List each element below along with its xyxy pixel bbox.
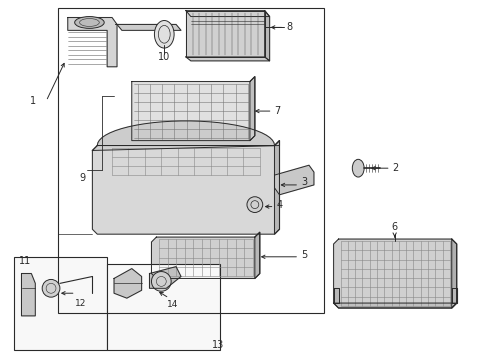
Polygon shape bbox=[452, 239, 457, 308]
Text: 3: 3 bbox=[301, 177, 307, 187]
Polygon shape bbox=[334, 239, 457, 308]
Ellipse shape bbox=[42, 279, 60, 297]
Ellipse shape bbox=[352, 159, 364, 177]
Text: 12: 12 bbox=[75, 298, 86, 307]
Bar bbox=[58, 8, 324, 313]
Polygon shape bbox=[151, 232, 260, 278]
Polygon shape bbox=[186, 11, 270, 17]
Ellipse shape bbox=[154, 21, 174, 48]
Polygon shape bbox=[93, 141, 279, 150]
Text: 13: 13 bbox=[212, 341, 224, 350]
Polygon shape bbox=[452, 288, 457, 303]
Polygon shape bbox=[274, 141, 279, 234]
Bar bbox=[14, 257, 107, 350]
Polygon shape bbox=[250, 77, 255, 141]
Text: 2: 2 bbox=[392, 163, 399, 173]
Text: 1: 1 bbox=[30, 96, 36, 106]
Polygon shape bbox=[334, 303, 457, 308]
Polygon shape bbox=[265, 11, 270, 61]
Polygon shape bbox=[255, 232, 260, 278]
Polygon shape bbox=[186, 57, 270, 61]
Text: 9: 9 bbox=[79, 173, 86, 183]
Polygon shape bbox=[116, 24, 181, 30]
Polygon shape bbox=[93, 141, 279, 234]
Text: 6: 6 bbox=[392, 222, 398, 232]
Text: 4: 4 bbox=[276, 199, 283, 210]
Text: 5: 5 bbox=[301, 250, 307, 260]
Text: 11: 11 bbox=[19, 256, 31, 266]
Polygon shape bbox=[114, 269, 142, 298]
Text: 14: 14 bbox=[168, 300, 179, 309]
Polygon shape bbox=[186, 11, 265, 57]
Polygon shape bbox=[68, 18, 117, 67]
Ellipse shape bbox=[151, 271, 171, 291]
Text: 8: 8 bbox=[286, 22, 293, 32]
Text: 10: 10 bbox=[158, 52, 171, 62]
Bar bbox=[107, 264, 220, 350]
Polygon shape bbox=[98, 121, 274, 145]
Ellipse shape bbox=[247, 197, 263, 212]
Text: 7: 7 bbox=[274, 106, 281, 116]
Polygon shape bbox=[132, 77, 255, 141]
Polygon shape bbox=[334, 288, 339, 303]
Polygon shape bbox=[22, 274, 35, 316]
Ellipse shape bbox=[74, 17, 104, 28]
Polygon shape bbox=[149, 267, 181, 288]
Polygon shape bbox=[274, 165, 314, 195]
